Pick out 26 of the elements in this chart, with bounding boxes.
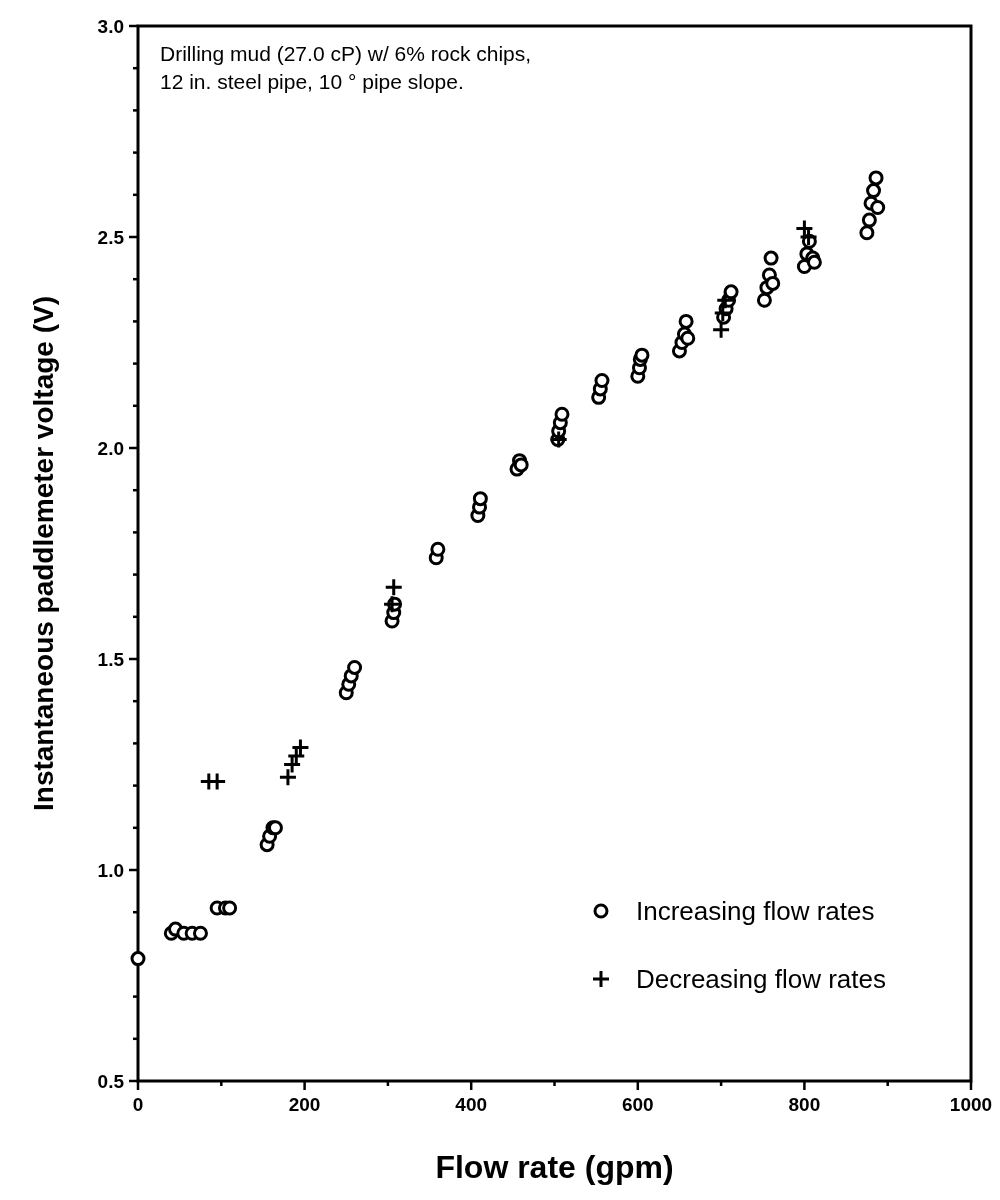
point xyxy=(384,577,404,597)
x-tick-label: 400 xyxy=(455,1094,488,1115)
y-tick-label: 1.5 xyxy=(97,648,125,670)
point xyxy=(382,594,402,614)
x-axis-title: Flow rate (gpm) xyxy=(435,1149,674,1185)
y-axis-title: Instantaneous paddlemeter voltage (V) xyxy=(28,296,59,811)
point xyxy=(713,303,733,323)
y-tick-label: 2.5 xyxy=(97,226,125,248)
legend-label: Decreasing flow rates xyxy=(636,964,886,995)
point xyxy=(715,290,735,310)
x-tick-label: 600 xyxy=(621,1094,654,1115)
annotation: Drilling mud (27.0 cP) w/ 6% rock chips, 12 in. steel pipe, 10 ° pipe slope. xyxy=(160,42,532,93)
point xyxy=(278,767,298,787)
y-tick-label: 0.5 xyxy=(97,1070,125,1092)
point xyxy=(290,738,310,758)
point xyxy=(286,746,306,766)
x-tick-label: 0 xyxy=(132,1094,144,1115)
y-tick-label: 2.0 xyxy=(97,437,124,459)
point xyxy=(282,755,302,774)
x-tick-label: 200 xyxy=(288,1094,321,1115)
y-tick-label: 3.0 xyxy=(97,15,124,37)
point xyxy=(711,320,731,340)
legend-label: Increasing flow rates xyxy=(636,896,875,927)
y-tick-label: 1.0 xyxy=(97,859,124,881)
x-tick-label: 1000 xyxy=(949,1094,993,1115)
x-tick-label: 800 xyxy=(788,1094,821,1115)
